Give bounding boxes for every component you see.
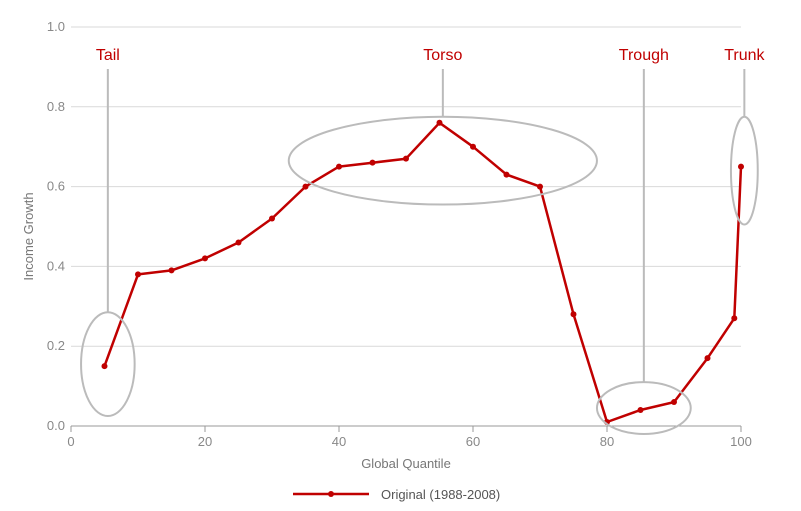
- data-point[interactable]: [570, 311, 577, 318]
- data-point[interactable]: [369, 159, 376, 166]
- y-axis-title: Income Growth: [21, 192, 36, 280]
- data-point[interactable]: [731, 315, 738, 322]
- legend-marker[interactable]: [328, 491, 334, 497]
- x-tick-label: 40: [332, 434, 346, 449]
- annotation-ellipse-tail: [80, 311, 136, 418]
- series-line[interactable]: [103, 121, 743, 424]
- data-point[interactable]: [235, 239, 242, 246]
- x-tick-label: 100: [730, 434, 752, 449]
- annotation-label-torso: Torso: [423, 47, 462, 64]
- x-axis-title: Global Quantile: [361, 456, 451, 471]
- x-tick-label: 60: [466, 434, 480, 449]
- data-point[interactable]: [537, 183, 543, 190]
- data-point[interactable]: [269, 215, 275, 222]
- x-tick-label: 80: [600, 434, 614, 449]
- annotation-label-trough: Trough: [619, 47, 669, 64]
- y-tick-label: 0.2: [47, 338, 65, 353]
- legend-label[interactable]: Original (1988-2008): [381, 487, 500, 502]
- annotation-label-trunk: Trunk: [724, 47, 765, 64]
- data-point[interactable]: [135, 271, 141, 278]
- y-tick-label: 0.4: [47, 258, 65, 273]
- x-tick-label: 0: [67, 434, 74, 449]
- x-tick-label: 20: [198, 434, 212, 449]
- annotation-ellipses: [80, 115, 759, 435]
- annotation-label-tail: Tail: [96, 47, 120, 64]
- annotation-ellipse-torso: [287, 115, 598, 206]
- annotation-leaders: [106, 69, 746, 383]
- y-tick-label: 0.8: [47, 99, 65, 114]
- y-tick-label: 1.0: [47, 19, 65, 34]
- plot-area: [101, 119, 744, 426]
- data-point[interactable]: [403, 155, 409, 162]
- annotation-ellipse-trough: [595, 381, 692, 435]
- data-point[interactable]: [503, 171, 510, 178]
- annotation-labels: Tail Torso Trough Trunk: [96, 47, 766, 64]
- legend[interactable]: Original (1988-2008): [293, 487, 500, 502]
- data-point[interactable]: [336, 163, 342, 170]
- data-point[interactable]: [202, 255, 208, 262]
- data-point[interactable]: [470, 143, 476, 150]
- axes: 0.0 0.2 0.4 0.6 0.8 1.0 0 20 40 60 80 100: [47, 19, 752, 449]
- data-point[interactable]: [168, 267, 175, 274]
- y-tick-label: 0.6: [47, 179, 65, 194]
- data-point[interactable]: [302, 183, 309, 190]
- data-point[interactable]: [704, 355, 711, 362]
- data-point[interactable]: [436, 119, 443, 126]
- data-point[interactable]: [671, 399, 677, 406]
- annotation-ellipse-trunk: [729, 115, 759, 226]
- y-tick-label: 0.0: [47, 418, 65, 433]
- grid-lines: [71, 26, 741, 347]
- data-point[interactable]: [738, 163, 744, 170]
- data-point[interactable]: [637, 407, 644, 414]
- data-point[interactable]: [101, 363, 108, 370]
